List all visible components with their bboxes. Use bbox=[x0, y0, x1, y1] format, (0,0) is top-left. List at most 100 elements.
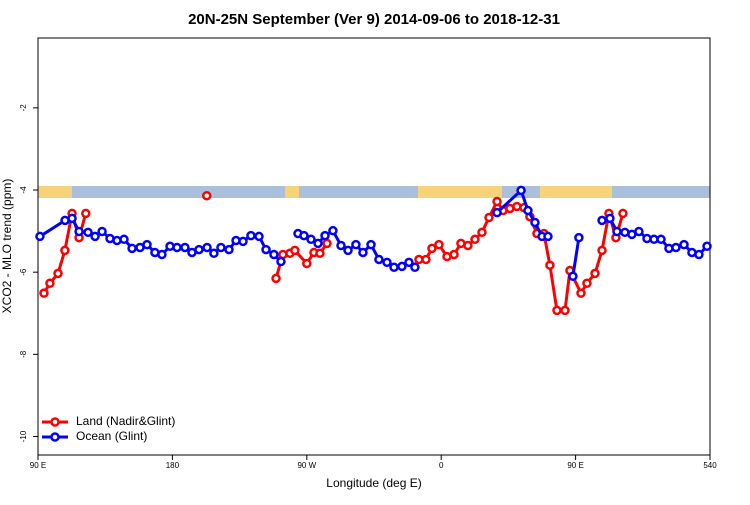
point bbox=[216, 242, 226, 253]
point bbox=[702, 241, 712, 252]
point bbox=[142, 239, 152, 250]
point bbox=[81, 208, 91, 219]
point bbox=[172, 242, 182, 253]
point bbox=[83, 227, 93, 238]
point bbox=[302, 258, 312, 269]
point bbox=[209, 248, 219, 259]
point bbox=[224, 244, 234, 255]
point bbox=[492, 196, 502, 207]
point bbox=[374, 254, 384, 265]
legend-marker bbox=[50, 432, 60, 442]
point bbox=[351, 239, 361, 250]
point bbox=[320, 230, 330, 241]
point bbox=[434, 239, 444, 250]
point bbox=[523, 205, 533, 216]
point bbox=[271, 273, 281, 284]
point bbox=[576, 288, 586, 298]
point bbox=[299, 230, 309, 241]
point bbox=[389, 262, 399, 272]
point bbox=[358, 247, 368, 258]
point bbox=[560, 305, 570, 316]
x-tick-label: 180 bbox=[166, 461, 180, 470]
point bbox=[67, 213, 77, 224]
point bbox=[470, 234, 480, 245]
y-tick-label: -6 bbox=[19, 268, 28, 276]
land-patch bbox=[38, 186, 72, 198]
point bbox=[180, 242, 190, 253]
point bbox=[306, 234, 316, 245]
x-tick-label: 90 E bbox=[567, 461, 583, 470]
point bbox=[35, 231, 45, 242]
y-tick-label: -10 bbox=[19, 430, 28, 442]
point bbox=[276, 256, 286, 267]
point bbox=[597, 245, 607, 256]
point bbox=[45, 278, 55, 289]
point bbox=[449, 249, 459, 260]
land-patch bbox=[540, 186, 612, 198]
point bbox=[463, 240, 473, 251]
point bbox=[582, 278, 592, 289]
point bbox=[201, 191, 212, 201]
point bbox=[366, 239, 376, 250]
point bbox=[194, 244, 204, 255]
point bbox=[516, 185, 526, 196]
point bbox=[477, 227, 487, 238]
x-tick-label: 0 bbox=[439, 461, 444, 470]
point bbox=[634, 226, 644, 237]
x-tick-label: 540 bbox=[703, 461, 717, 470]
series-line bbox=[39, 187, 709, 277]
legend-label: Ocean (Glint) bbox=[76, 429, 147, 443]
point bbox=[574, 232, 584, 243]
point bbox=[290, 245, 300, 256]
point bbox=[421, 254, 431, 265]
point bbox=[618, 208, 628, 219]
legend-label: Land (Nadir&Glint) bbox=[76, 414, 175, 428]
point bbox=[261, 244, 271, 255]
map-strip bbox=[38, 186, 710, 198]
point bbox=[90, 231, 100, 242]
point bbox=[679, 239, 689, 250]
point bbox=[552, 305, 562, 316]
point bbox=[202, 242, 212, 253]
point bbox=[39, 288, 49, 298]
point bbox=[694, 249, 704, 260]
point bbox=[656, 234, 666, 245]
point bbox=[590, 268, 600, 279]
point bbox=[530, 217, 540, 228]
point bbox=[597, 215, 607, 226]
series-line bbox=[42, 198, 625, 312]
point bbox=[343, 245, 353, 256]
point bbox=[427, 243, 437, 254]
point bbox=[568, 271, 578, 282]
x-axis-label: Longitude (deg E) bbox=[326, 476, 421, 490]
point bbox=[671, 242, 681, 253]
y-tick-label: -2 bbox=[19, 104, 28, 112]
point bbox=[313, 238, 323, 249]
y-tick-label: -4 bbox=[19, 186, 28, 194]
point bbox=[74, 226, 84, 237]
x-tick-label: 90 W bbox=[297, 461, 316, 470]
point bbox=[545, 260, 555, 270]
point bbox=[315, 248, 325, 259]
point bbox=[119, 234, 129, 245]
point bbox=[382, 257, 392, 268]
point bbox=[328, 225, 338, 236]
legend-marker bbox=[50, 417, 60, 427]
point bbox=[127, 243, 137, 254]
point bbox=[254, 231, 264, 242]
point bbox=[336, 240, 346, 251]
point bbox=[492, 207, 502, 218]
point bbox=[238, 236, 248, 247]
point bbox=[484, 212, 494, 223]
point bbox=[397, 261, 407, 272]
point bbox=[322, 238, 332, 249]
point bbox=[60, 245, 70, 256]
x-tick-label: 90 E bbox=[30, 461, 46, 470]
point bbox=[53, 268, 63, 279]
land-patch bbox=[285, 186, 299, 198]
land-patch bbox=[418, 186, 502, 198]
chart-title: 20N-25N September (Ver 9) 2014-09-06 to … bbox=[188, 11, 560, 28]
y-tick-label: -8 bbox=[19, 350, 28, 358]
point bbox=[612, 226, 622, 237]
